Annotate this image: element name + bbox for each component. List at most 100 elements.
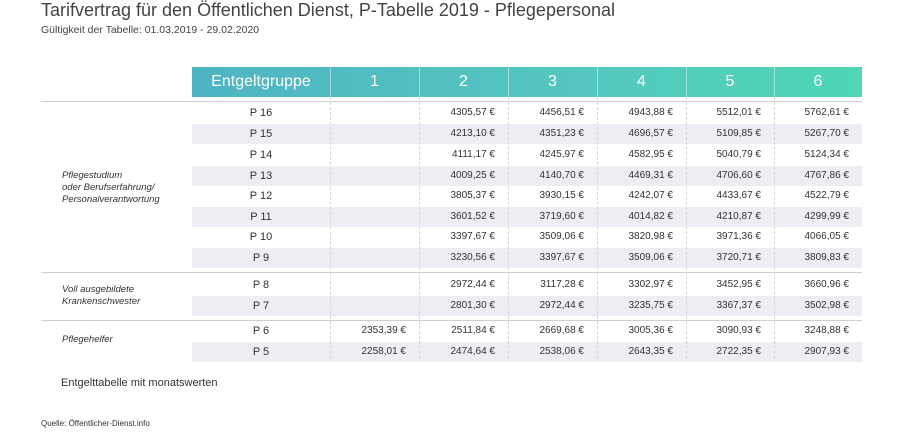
grade-label: P 13	[249, 170, 273, 182]
salary-cell: 2907,93 €	[804, 346, 850, 357]
salary-cell: 3397,67 €	[539, 252, 585, 263]
salary-cell	[326, 103, 406, 123]
salary-cell: 4014,82 €	[628, 211, 674, 222]
salary-cell: 3820,98 €	[628, 231, 674, 242]
table-row: P 10 3397,67 € 3509,06 € 3820,98 € 3971,36 €…	[192, 227, 862, 247]
salary-cell: 3719,60 €	[539, 211, 585, 222]
salary-cell: 2643,35 €	[628, 346, 674, 357]
column-divider	[508, 97, 509, 359]
salary-cell: 5040,79 €	[716, 149, 762, 160]
salary-cell: 3090,93 €	[716, 325, 762, 336]
group-label-line: Voll ausgebildete	[62, 284, 135, 295]
salary-cell: 5109,85 €	[716, 128, 762, 139]
salary-cell: 4140,70 €	[539, 170, 585, 181]
group-label-krankenschwester: Voll ausgebildete Krankenschwester	[62, 284, 140, 308]
grade-label: P 5	[252, 346, 270, 358]
header-divider	[774, 67, 775, 97]
salary-cell: 4213,10 €	[450, 128, 496, 139]
grade-label: P 14	[249, 149, 273, 161]
table-row: P 13 4009,25 € 4140,70 € 4469,31 € 4706,60 €…	[192, 166, 862, 186]
salary-cell: 3509,06 €	[628, 252, 674, 263]
grade-label: P 11	[250, 211, 272, 223]
salary-cell: 3601,52 €	[450, 211, 496, 222]
column-divider	[330, 97, 331, 359]
group-label-line: Personalverantwortung	[62, 194, 160, 205]
salary-cell: 2801,30 €	[450, 300, 496, 311]
salary-cell: 4456,51 €	[539, 107, 585, 118]
group-label-line: Pflegehelfer	[62, 334, 113, 345]
header-divider	[419, 67, 420, 97]
group-label-line: Krankenschwester	[62, 296, 141, 307]
group-separator	[41, 320, 862, 321]
salary-cell: 3452,95 €	[716, 279, 762, 290]
header-stufe-2: 2	[459, 73, 468, 90]
salary-cell: 3509,06 €	[539, 231, 585, 242]
header-divider	[686, 67, 687, 97]
salary-cell: 5762,61 €	[804, 107, 850, 118]
salary-cell	[326, 275, 406, 295]
table-row: P 8 2972,44 € 3117,28 € 3302,97 € 3452,95 € 3…	[192, 275, 862, 295]
row-shade	[192, 248, 862, 268]
group-label-pflegehelfer: Pflegehelfer	[62, 334, 113, 346]
salary-cell: 5124,34 €	[804, 149, 850, 160]
salary-cell: 4111,17 €	[451, 149, 495, 160]
table-row: P 12 3805,37 € 3930,15 € 4242,07 € 4433,67 €…	[192, 186, 862, 206]
salary-cell: 3930,15 €	[539, 190, 585, 201]
table-header: Entgeltgruppe 1 2 3 4 5 6	[192, 67, 862, 97]
header-stufe-1: 1	[370, 73, 379, 90]
salary-cell: 4943,88 €	[628, 107, 674, 118]
salary-cell: 2258,01 €	[361, 346, 407, 357]
validity-subtitle: Gültigkeit der Tabelle: 01.03.2019 - 29.…	[41, 24, 260, 36]
salary-cell: 2474,64 €	[450, 346, 496, 357]
salary-cell: 3397,67 €	[450, 231, 496, 242]
salary-cell: 3367,37 €	[716, 300, 762, 311]
salary-cell: 2511,84 €	[451, 325, 495, 336]
salary-cell: 4210,87 €	[716, 211, 762, 222]
row-shade	[192, 166, 862, 186]
page-title: Tarifvertrag für den Öffentlichen Dienst…	[41, 0, 615, 20]
salary-cell: 4767,86 €	[804, 170, 850, 181]
salary-cell: 3805,37 €	[450, 190, 496, 201]
table-row: P 6 2353,39 € 2511,84 € 2669,68 € 3005,36 € 3…	[192, 321, 862, 341]
column-divider	[774, 97, 775, 359]
salary-cell: 2722,35 €	[716, 346, 762, 357]
salary-cell: 4469,31 €	[628, 170, 674, 181]
table-row: P 14 4111,17 € 4245,97 € 4582,95 € 5040,79 €…	[192, 145, 862, 165]
salary-cell: 3302,97 €	[628, 279, 674, 290]
salary-cell: 3502,98 €	[804, 300, 850, 311]
salary-cell: 2972,44 €	[450, 279, 496, 290]
salary-cell	[326, 186, 406, 206]
salary-cell: 4245,97 €	[539, 149, 585, 160]
salary-cell: 3720,71 €	[716, 252, 762, 263]
column-divider	[686, 97, 687, 359]
column-divider	[597, 97, 598, 359]
grade-label: P 8	[252, 279, 270, 291]
salary-cell: 3660,96 €	[804, 279, 850, 290]
header-stufe-4: 4	[637, 73, 646, 90]
grade-label: P 6	[252, 325, 270, 337]
group-label-pflegestudium: Pflegestudium oder Berufserfahrung/ Pers…	[62, 170, 160, 206]
salary-cell	[326, 248, 406, 268]
salary-cell: 2538,06 €	[539, 346, 585, 357]
salary-cell	[326, 207, 406, 227]
salary-cell: 4299,99 €	[804, 211, 850, 222]
header-divider	[597, 67, 598, 97]
table-row: P 15 4213,10 € 4351,23 € 4696,57 € 5109,85 €…	[192, 124, 862, 144]
salary-cell: 2353,39 €	[361, 325, 407, 336]
salary-cell: 4305,57 €	[450, 107, 496, 118]
group-label-line: oder Berufserfahrung/	[62, 182, 155, 193]
header-stufe-5: 5	[725, 73, 735, 90]
grade-label: P 9	[252, 252, 270, 264]
grade-label: P 7	[252, 300, 270, 312]
grade-label: P 16	[249, 107, 273, 119]
salary-cell: 3809,83 €	[804, 252, 850, 263]
salary-cell	[326, 296, 406, 316]
salary-cell: 3248,88 €	[804, 325, 850, 336]
column-divider	[419, 97, 420, 359]
table-row: P 16 4305,57 € 4456,51 € 4943,88 € 5512,01 €…	[192, 103, 862, 123]
group-separator	[41, 272, 862, 273]
salary-cell: 3235,75 €	[628, 300, 674, 311]
row-shade	[192, 124, 862, 144]
salary-cell: 4351,23 €	[539, 128, 585, 139]
salary-cell: 5512,01 €	[716, 107, 762, 118]
